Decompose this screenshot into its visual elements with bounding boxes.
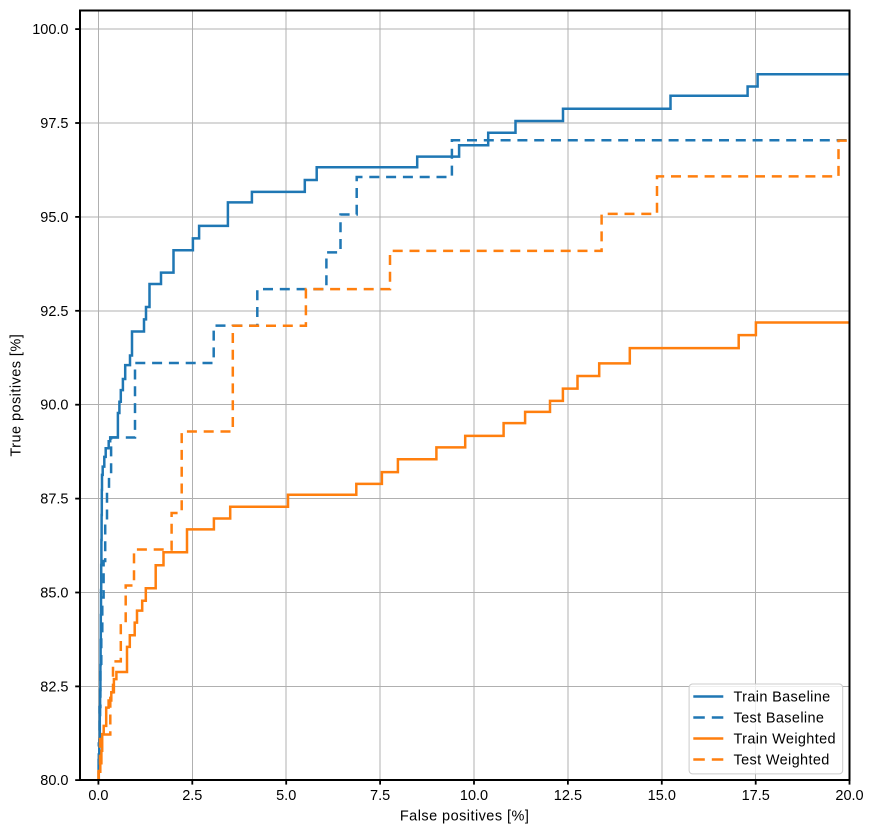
svg-text:5.0: 5.0 bbox=[276, 788, 296, 804]
svg-text:82.5: 82.5 bbox=[40, 679, 68, 695]
svg-text:True positives [%]: True positives [%] bbox=[9, 334, 25, 457]
svg-text:7.5: 7.5 bbox=[370, 788, 390, 804]
svg-text:Train Weighted: Train Weighted bbox=[734, 732, 836, 748]
svg-text:2.5: 2.5 bbox=[182, 788, 202, 804]
svg-text:85.0: 85.0 bbox=[40, 586, 68, 602]
svg-text:20.0: 20.0 bbox=[835, 788, 863, 804]
svg-text:Test Baseline: Test Baseline bbox=[734, 711, 825, 727]
svg-text:10.0: 10.0 bbox=[460, 788, 488, 804]
svg-text:80.0: 80.0 bbox=[40, 773, 68, 789]
svg-text:17.5: 17.5 bbox=[742, 788, 770, 804]
svg-text:15.0: 15.0 bbox=[648, 788, 676, 804]
svg-text:100.0: 100.0 bbox=[32, 22, 68, 38]
svg-text:False positives [%]: False positives [%] bbox=[400, 809, 529, 825]
svg-text:95.0: 95.0 bbox=[40, 210, 68, 226]
svg-text:Train Baseline: Train Baseline bbox=[734, 690, 831, 706]
svg-text:Test Weighted: Test Weighted bbox=[734, 753, 830, 769]
svg-text:97.5: 97.5 bbox=[40, 116, 68, 132]
svg-text:87.5: 87.5 bbox=[40, 492, 68, 508]
svg-text:12.5: 12.5 bbox=[554, 788, 582, 804]
svg-text:92.5: 92.5 bbox=[40, 304, 68, 320]
svg-text:90.0: 90.0 bbox=[40, 398, 68, 414]
svg-text:0.0: 0.0 bbox=[88, 788, 108, 804]
